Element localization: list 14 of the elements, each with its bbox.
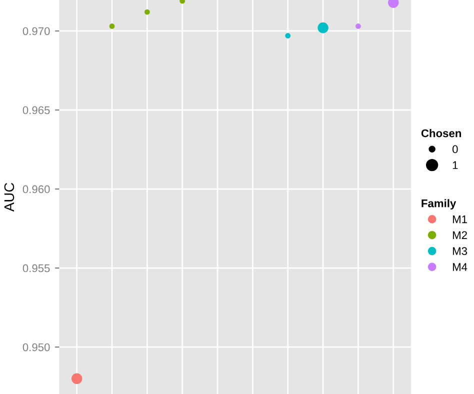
legend-title: Family [422,199,456,210]
text: Chosen [421,129,462,138]
y-axis-title: AUC [4,182,14,212]
y-tick-label: 0.960 [22,185,50,194]
legend-label: 0 [452,145,458,154]
legend-label: M4 [452,263,468,271]
legend-label: 1 [452,161,458,169]
legend-label: M3 [452,247,468,256]
y-tick-label: 0.970 [22,27,50,36]
y-tick-label: 0.950 [22,343,50,352]
y-tick-label: 0.965 [22,106,50,114]
legend-label: M1 [452,215,467,224]
legend-label: M2 [452,231,467,239]
y-tick-label: 0.955 [22,264,50,272]
